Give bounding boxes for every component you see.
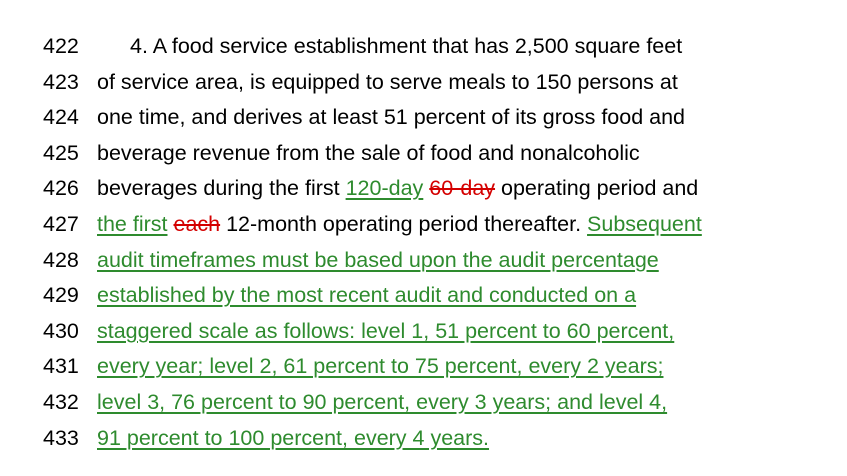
inserted-text: Subsequent bbox=[587, 211, 702, 236]
line-text: 4. A food service establishment that has… bbox=[130, 29, 682, 65]
line-text: audit timeframes must be based upon the … bbox=[97, 243, 659, 279]
text-segment: operating period and bbox=[495, 176, 699, 201]
text-segment: one time, and derives at least 51 percen… bbox=[97, 105, 686, 130]
bill-text-page: 422 4. A food service establishment that … bbox=[0, 29, 847, 456]
deleted-text: 60-day bbox=[429, 176, 496, 201]
line-text: staggered scale as follows: level 1, 51 … bbox=[97, 314, 674, 350]
line-number: 425 bbox=[43, 140, 79, 165]
inserted-text: staggered scale as follows: level 1, 51 … bbox=[97, 318, 675, 343]
line-text: every year; level 2, 61 percent to 75 pe… bbox=[97, 349, 663, 385]
line-text: of service area, is equipped to serve me… bbox=[97, 65, 678, 101]
inserted-text: 120-day bbox=[345, 176, 424, 201]
inserted-text: audit timeframes must be based upon the … bbox=[97, 247, 659, 272]
line-number: 426 bbox=[43, 176, 79, 201]
bill-line: 427 the first each 12-month operating per… bbox=[0, 207, 847, 243]
text-segment: 12-month operating period thereafter. bbox=[220, 211, 588, 236]
bill-line: 422 4. A food service establishment that … bbox=[0, 29, 847, 65]
line-text: the first each 12-month operating period… bbox=[97, 207, 702, 243]
text-segment: beverage revenue from the sale of food a… bbox=[97, 140, 640, 165]
line-text: 91 percent to 100 percent, every 4 years… bbox=[97, 421, 489, 457]
inserted-text: established by the most recent audit and… bbox=[97, 283, 637, 308]
line-number: 433 bbox=[43, 425, 79, 450]
bill-line: 433 91 percent to 100 percent, every 4 ye… bbox=[0, 421, 847, 457]
line-number: 423 bbox=[43, 69, 79, 94]
bill-line: 429 established by the most recent audit … bbox=[0, 278, 847, 314]
line-number: 431 bbox=[43, 354, 79, 379]
bill-line: 431 every year; level 2, 61 percent to 75… bbox=[0, 349, 847, 385]
line-number: 427 bbox=[43, 211, 79, 236]
line-text: established by the most recent audit and… bbox=[97, 278, 636, 314]
bill-line: 432 level 3, 76 percent to 90 percent, ev… bbox=[0, 385, 847, 421]
line-number: 429 bbox=[43, 283, 79, 308]
inserted-text: the first bbox=[97, 211, 168, 236]
bill-line: 430 staggered scale as follows: level 1, … bbox=[0, 314, 847, 350]
line-number: 422 bbox=[43, 34, 79, 58]
inserted-text: 91 percent to 100 percent, every 4 years… bbox=[97, 425, 490, 450]
line-number: 428 bbox=[43, 247, 79, 272]
bill-line: 428 audit timeframes must be based upon t… bbox=[0, 243, 847, 279]
bill-line: 426 beverages during the first 120-day 60… bbox=[0, 171, 847, 207]
line-number: 432 bbox=[43, 389, 79, 414]
bill-line: 424 one time, and derives at least 51 per… bbox=[0, 100, 847, 136]
inserted-text: every year; level 2, 61 percent to 75 pe… bbox=[97, 354, 664, 379]
inserted-text: level 3, 76 percent to 90 percent, every… bbox=[97, 389, 668, 414]
text-segment: of service area, is equipped to serve me… bbox=[97, 69, 678, 94]
line-text: level 3, 76 percent to 90 percent, every… bbox=[97, 385, 667, 421]
line-text: beverage revenue from the sale of food a… bbox=[97, 136, 640, 172]
text-segment: 4. A food service establishment that has… bbox=[130, 34, 683, 58]
line-text: one time, and derives at least 51 percen… bbox=[97, 100, 685, 136]
line-text: beverages during the first 120-day 60-da… bbox=[97, 171, 698, 207]
deleted-text: each bbox=[173, 211, 221, 236]
bill-line: 425 beverage revenue from the sale of foo… bbox=[0, 136, 847, 172]
line-number: 424 bbox=[43, 105, 79, 130]
text-segment: beverages during the first bbox=[97, 176, 346, 201]
bill-line: 423 of service area, is equipped to serve… bbox=[0, 65, 847, 101]
line-number: 430 bbox=[43, 318, 79, 343]
